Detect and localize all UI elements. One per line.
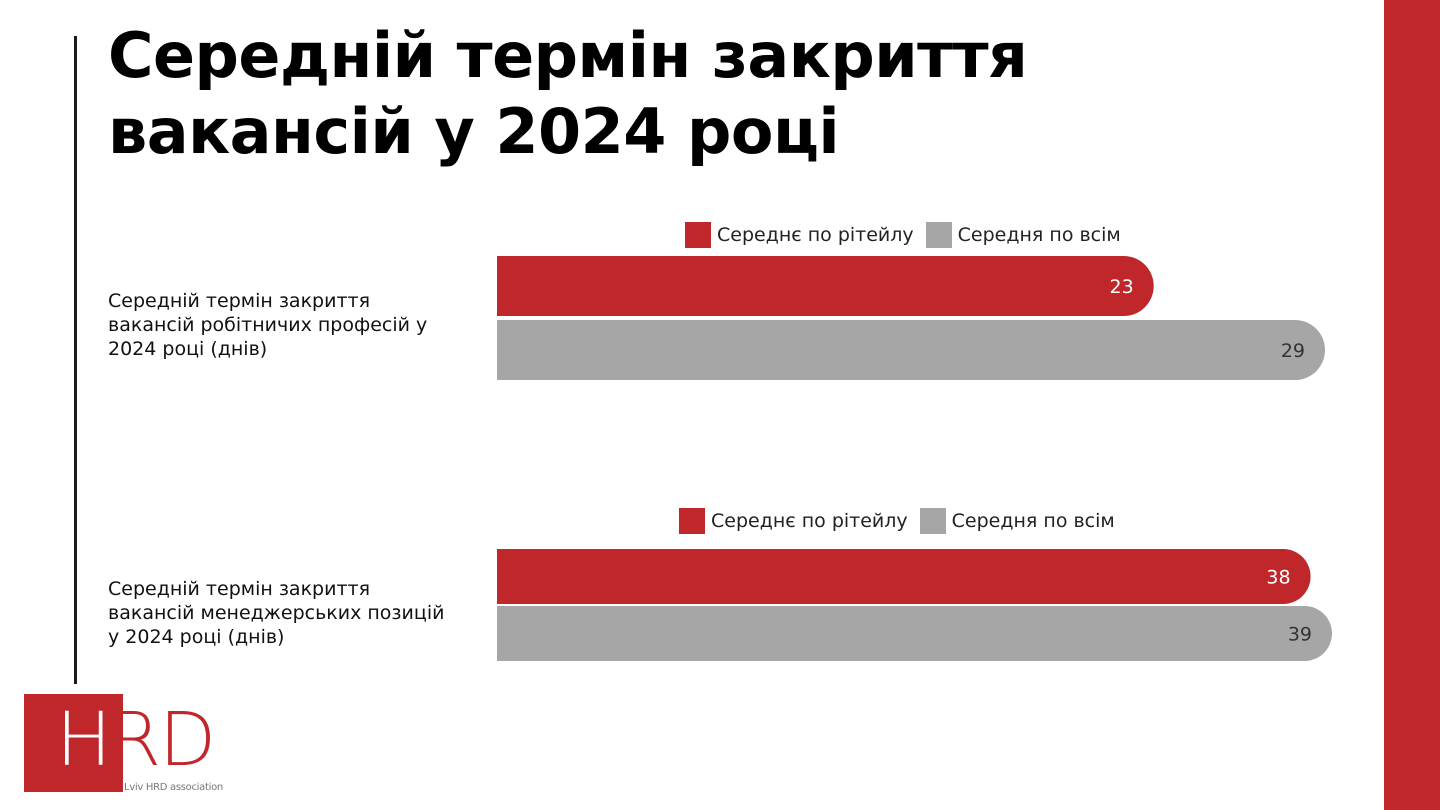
legend-chart-1: Середнє по рітейлу Середня по всім [685, 222, 1133, 248]
bar-retail-chart-2 [497, 549, 1311, 604]
legend-chart-2: Середнє по рітейлу Середня по всім [679, 508, 1127, 534]
bar-chart-area: 23 29 38 39 [497, 256, 1332, 661]
left-divider-line [74, 36, 77, 684]
legend-label-all: Середня по всім [951, 510, 1115, 532]
title-line-2: вакансій у 2024 році [108, 95, 840, 168]
category-label-chart-1: Середній термін закриття вакансій робітн… [108, 290, 428, 360]
legend-item-retail: Середнє по рітейлу [685, 222, 914, 248]
legend-swatch-retail [685, 222, 711, 248]
bar-all-chart-2 [497, 606, 1332, 661]
page-title: Середній термін закриття вакансій у 2024… [108, 18, 1028, 170]
legend-item-all: Середня по всім [925, 222, 1121, 248]
data-label-retail-chart-2: 38 [1266, 567, 1290, 589]
logo-subtitle: Lviv HRD association [124, 782, 223, 793]
legend-label-retail: Середнє по рітейлу [717, 224, 914, 246]
data-label-all-chart-1: 29 [1281, 340, 1305, 362]
hrd-logo: HRD Lviv HRD association [24, 694, 234, 798]
legend-swatch-retail [679, 508, 705, 534]
category-label-chart-2: Середній термін закриття вакансій менедж… [108, 578, 445, 648]
legend-swatch-all [925, 222, 952, 248]
legend-item-retail: Середнє по рітейлу [679, 508, 908, 534]
legend-label-retail: Середнє по рітейлу [711, 510, 908, 532]
right-accent-band [1384, 0, 1440, 810]
logo-wordmark: HRD [56, 697, 216, 783]
legend-swatch-all [919, 508, 946, 534]
data-label-retail-chart-1: 23 [1110, 276, 1134, 298]
title-line-1: Середній термін закриття [108, 19, 1028, 92]
bar-retail-chart-1 [497, 256, 1154, 316]
legend-item-all: Середня по всім [919, 508, 1115, 534]
logo-red-block [24, 694, 123, 792]
bar-all-chart-1 [497, 320, 1325, 380]
legend-label-all: Середня по всім [957, 224, 1121, 246]
data-label-all-chart-2: 39 [1288, 624, 1312, 646]
